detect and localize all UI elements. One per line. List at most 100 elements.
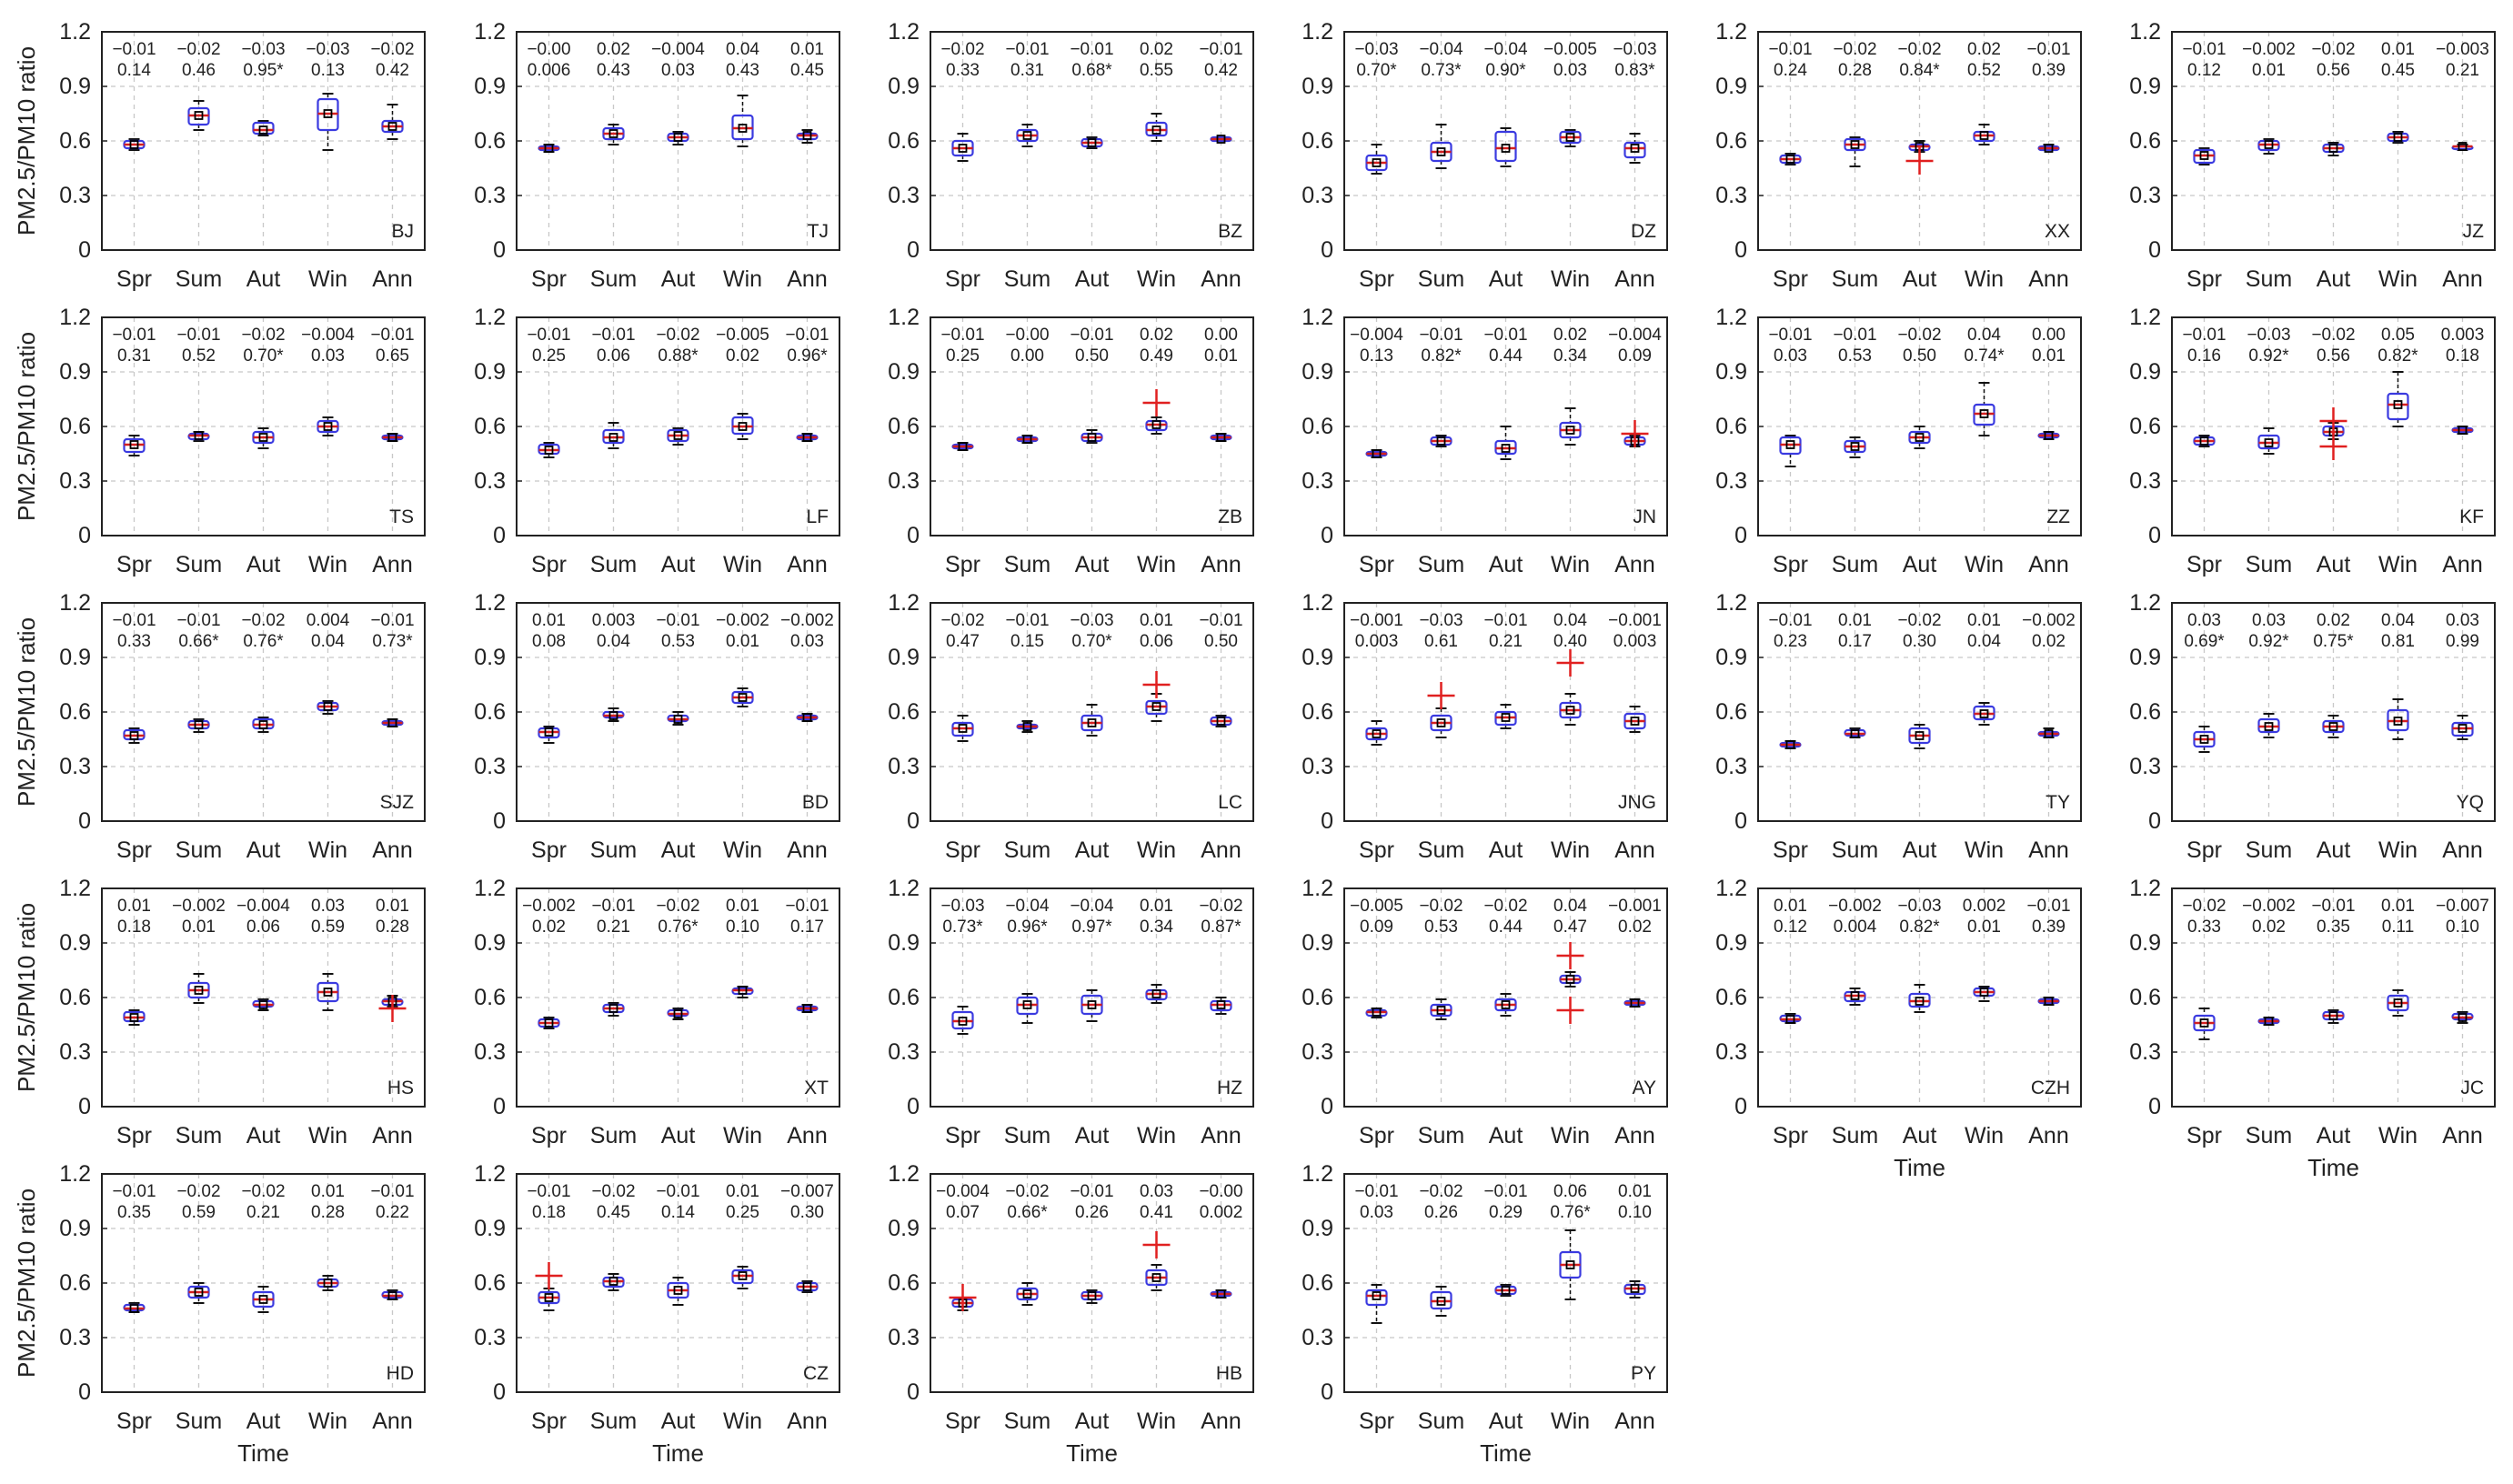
mean-marker (2044, 729, 2054, 738)
slope-label: −0.01 (2026, 897, 2070, 916)
x-tick-label: Ann (1201, 552, 1241, 577)
pvalue-label: 0.01 (182, 917, 216, 937)
slope-label: 0.04 (1967, 326, 2001, 345)
x-tick-label: Spr (945, 552, 980, 577)
station-label: YQ (2457, 792, 2484, 813)
slope-label: 0.01 (726, 1182, 759, 1201)
slope-label: −0.01 (370, 1182, 414, 1201)
y-tick-label: 0.9 (474, 1216, 506, 1241)
mean-marker (1785, 155, 1795, 164)
slope-label: −0.01 (2182, 326, 2226, 345)
y-tick-label: 0 (907, 808, 920, 834)
pvalue-label: 0.45 (790, 61, 824, 80)
x-tick-label: Spr (116, 837, 152, 863)
pvalue-label: 0.17 (790, 917, 824, 937)
station-label: SJZ (380, 792, 415, 813)
slope-label: 0.004 (307, 611, 350, 630)
mean-marker (1915, 731, 1925, 740)
x-tick-label: Ann (1614, 266, 1654, 292)
pvalue-label: 0.21 (246, 1203, 280, 1222)
mean-marker (2458, 426, 2468, 435)
y-tick-label: 0.9 (2129, 74, 2161, 99)
slope-label: −0.002 (2242, 897, 2296, 916)
x-tick-label: Win (308, 266, 347, 292)
y-tick-label: 0 (493, 808, 506, 834)
pvalue-label: 0.08 (532, 632, 566, 651)
y-tick-label: 1.2 (2129, 19, 2161, 45)
slope-label: −0.004 (651, 40, 705, 59)
x-tick-label: Spr (531, 837, 567, 863)
slope-label: 0.01 (726, 897, 759, 916)
y-tick-label: 0.6 (1715, 128, 1747, 154)
pvalue-label: 0.03 (311, 346, 345, 366)
pvalue-label: 0.14 (117, 61, 151, 80)
y-tick-label: 0.3 (474, 754, 506, 779)
slope-label: −0.002 (2242, 40, 2296, 59)
x-tick-label: Sum (2246, 266, 2292, 292)
y-tick-label: 0.6 (888, 128, 920, 154)
y-tick-label: 0.6 (2129, 128, 2161, 154)
x-tick-label: Spr (1773, 552, 1808, 577)
x-tick-label: Spr (531, 266, 567, 292)
mean-marker (1630, 717, 1640, 726)
y-tick-label: 0.9 (59, 74, 91, 99)
y-tick-label: 0.6 (59, 128, 91, 154)
slope-label: −0.04 (1483, 40, 1528, 59)
pvalue-label: 0.92* (2248, 632, 2289, 651)
y-tick-label: 0.9 (474, 930, 506, 956)
slope-label: 0.01 (311, 1182, 345, 1201)
mean-marker (1022, 1000, 1032, 1009)
x-tick-label: Sum (2246, 1123, 2292, 1148)
slope-label: −0.04 (1070, 897, 1114, 916)
pvalue-label: 0.39 (2032, 61, 2066, 80)
pvalue-label: 0.73* (942, 917, 983, 937)
x-tick-label: Aut (1489, 1409, 1523, 1434)
mean-marker (1216, 1000, 1226, 1009)
slope-label: −0.01 (1768, 611, 1812, 630)
x-tick-label: Aut (1903, 266, 1937, 292)
pvalue-label: 0.22 (376, 1203, 409, 1222)
pvalue-label: 0.33 (2187, 917, 2221, 937)
y-tick-label: 1.2 (2129, 305, 2161, 330)
mean-marker (544, 144, 554, 153)
slope-label: −0.01 (2311, 897, 2355, 916)
x-axis-title: Time (1480, 1439, 1532, 1467)
y-tick-label: 1.2 (474, 876, 506, 901)
slope-label: 0.02 (597, 40, 630, 59)
pvalue-label: 0.92* (2248, 346, 2289, 366)
mean-marker (2393, 717, 2403, 726)
x-tick-label: Aut (1903, 1123, 1937, 1148)
pvalue-label: 0.44 (1489, 917, 1523, 937)
y-tick-label: 0.6 (888, 1270, 920, 1296)
y-tick-label: 1.2 (1302, 19, 1333, 45)
y-axis-title: PM2.5/PM10 ratio (13, 332, 40, 521)
y-tick-label: 1.2 (474, 19, 506, 45)
y-tick-label: 0.6 (59, 414, 91, 439)
slope-label: 0.03 (2187, 611, 2221, 630)
x-tick-label: Win (723, 1123, 762, 1148)
y-tick-label: 0 (907, 237, 920, 263)
mean-marker (2393, 998, 2403, 1008)
slope-label: −0.02 (1833, 40, 1876, 59)
mean-marker (1087, 1000, 1097, 1009)
station-label: CZH (2031, 1078, 2070, 1098)
slope-label: −0.02 (176, 1182, 220, 1201)
pvalue-label: 0.02 (532, 917, 566, 937)
y-axis-title: PM2.5/PM10 ratio (13, 617, 40, 807)
slope-label: −0.01 (1768, 40, 1812, 59)
y-tick-label: 0 (493, 237, 506, 263)
y-tick-label: 0.6 (1302, 699, 1333, 725)
mean-marker (387, 1291, 397, 1300)
y-tick-label: 0.9 (1302, 645, 1333, 670)
x-tick-label: Win (1551, 837, 1590, 863)
slope-label: −0.01 (1005, 40, 1049, 59)
y-tick-label: 1.2 (1302, 305, 1333, 330)
y-tick-label: 0.6 (1715, 985, 1747, 1010)
y-tick-label: 0.6 (1715, 414, 1747, 439)
mean-marker (1436, 718, 1446, 727)
slope-label: −0.004 (1350, 326, 1403, 345)
mean-marker (1915, 433, 1925, 442)
mean-marker (2199, 1018, 2209, 1028)
pvalue-label: 0.31 (1010, 61, 1044, 80)
